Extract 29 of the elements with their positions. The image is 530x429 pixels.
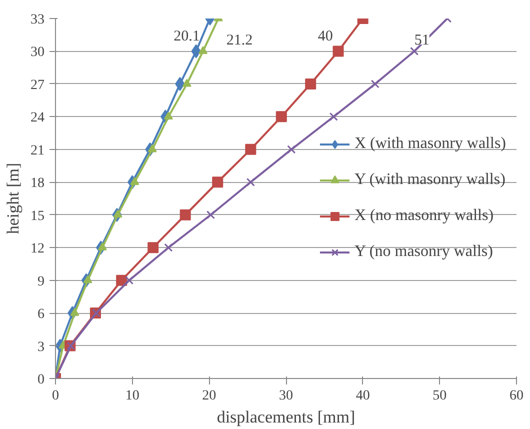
y-tick-label: 3 [38, 340, 44, 355]
y-tick-label: 12 [30, 242, 44, 257]
x-tick-label: 10 [125, 388, 140, 404]
x-tick-label: 0 [52, 388, 59, 404]
x-tick-label: 40 [356, 388, 370, 404]
y-tick-label: 27 [30, 78, 44, 93]
x-tick-label: 50 [432, 388, 447, 404]
legend-label: X (with masonry walls) [354, 135, 506, 153]
y-tick-label: 9 [38, 274, 44, 290]
annotation: 20.1 [174, 28, 200, 44]
y-tick-label: 15 [30, 208, 44, 224]
legend-label: Y (no masonry walls) [354, 243, 493, 261]
x-axis-title: displacements [mm] [216, 408, 356, 426]
legend-label: X (no masonry walls) [354, 207, 494, 225]
x-tick-label: 60 [510, 388, 524, 404]
y-tick-label: 21 [30, 143, 44, 158]
x-tick-label: 30 [279, 388, 293, 404]
annotation: 21.2 [226, 32, 253, 48]
y-tick-label: 18 [30, 176, 44, 192]
y-tick-label: 0 [38, 372, 44, 388]
y-tick-label: 33 [30, 12, 44, 28]
legend-label: Y (with masonry walls) [354, 171, 506, 189]
annotation: 51 [414, 32, 430, 48]
y-tick-label: 30 [30, 45, 44, 60]
annotation: 40 [318, 28, 333, 44]
y-tick-label: 24 [30, 110, 44, 126]
y-tick-label: 6 [38, 307, 44, 322]
x-tick-label: 20 [202, 388, 216, 404]
y-axis-title: height [m] [4, 162, 22, 234]
